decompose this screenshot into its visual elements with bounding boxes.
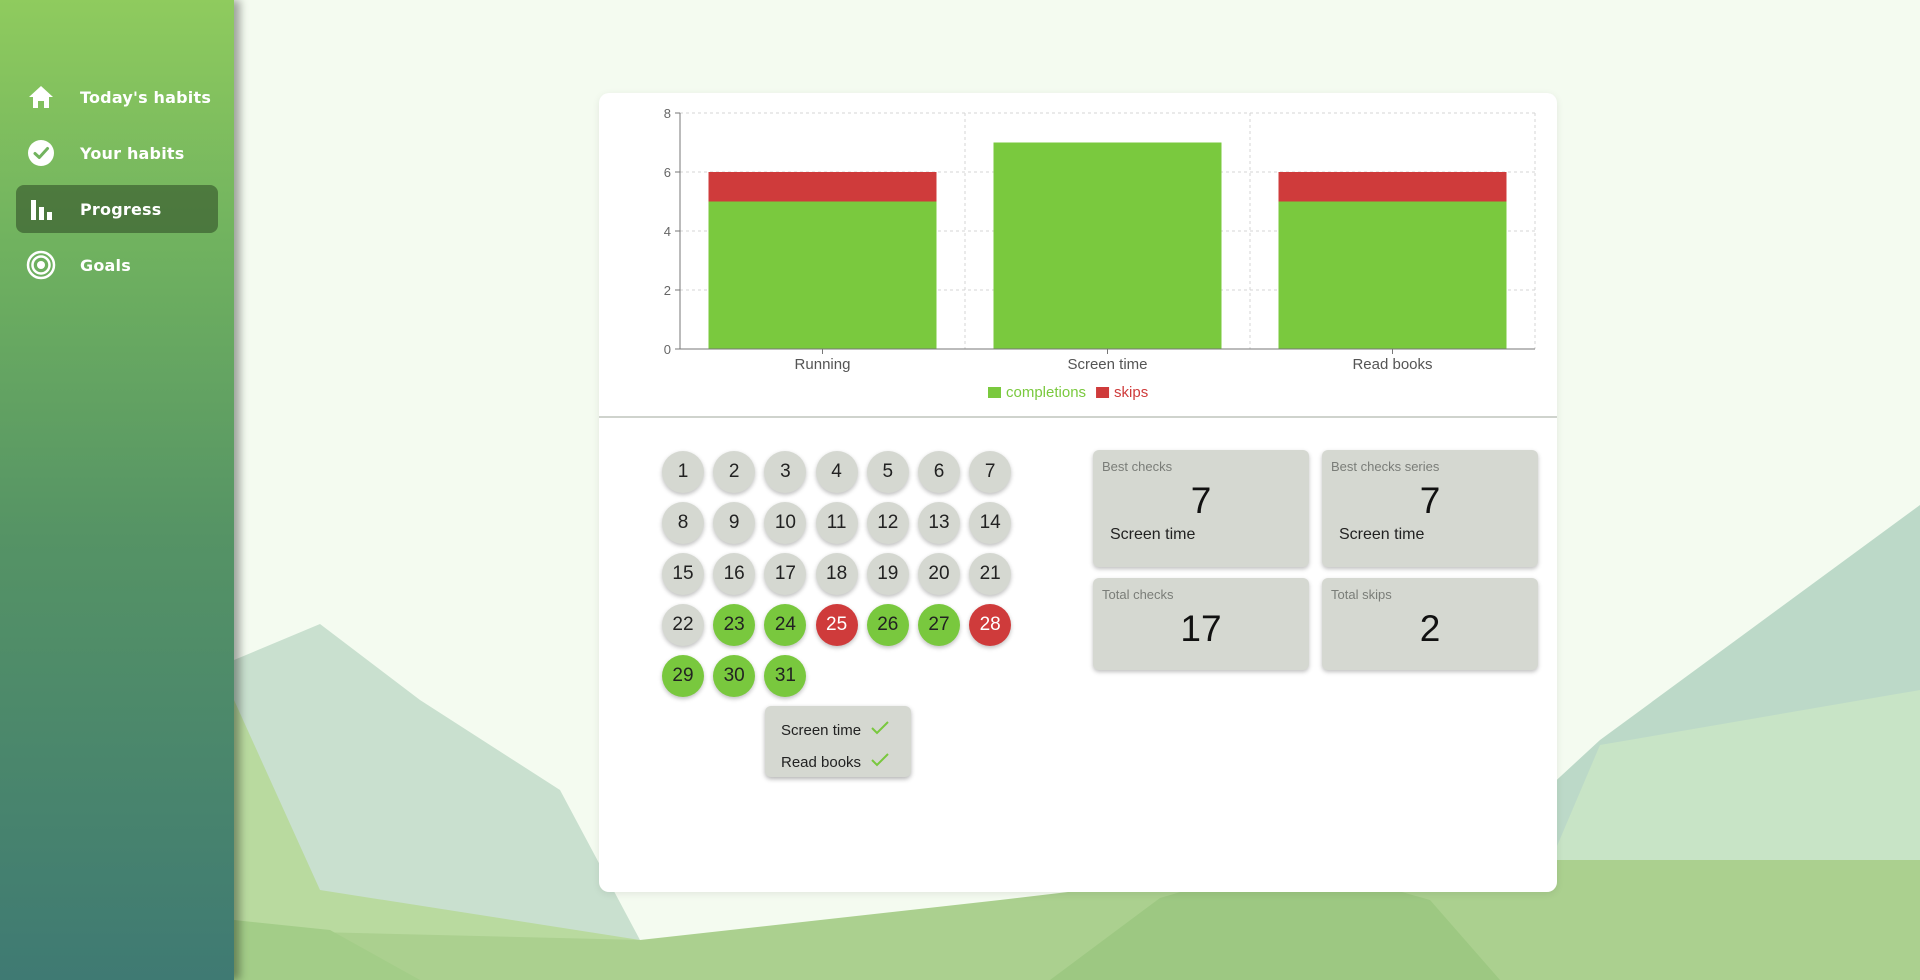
sidebar-item-todays-habits[interactable]: Today's habits (16, 73, 218, 121)
stat-value: 7 (1190, 480, 1212, 521)
x-tick-label: Read books (1352, 356, 1432, 373)
sidebar-item-label: Your habits (80, 143, 185, 163)
stat-value: 17 (1180, 608, 1222, 649)
bar-chart-icon (26, 194, 56, 224)
calendar-day[interactable]: 9 (713, 502, 756, 544)
calendar-day[interactable]: 21 (969, 553, 1012, 595)
calendar-day[interactable]: 2 (713, 451, 756, 493)
calendar-day[interactable]: 31 (764, 655, 807, 697)
calendar-day[interactable]: 1 (662, 451, 704, 493)
bar-completions (708, 201, 937, 349)
tooltip-row: Screen time (781, 714, 911, 746)
calendar-day[interactable]: 29 (662, 655, 704, 697)
day-tooltip: Screen time Read books (765, 706, 911, 777)
check-icon (871, 753, 889, 771)
calendar-day[interactable]: 13 (918, 502, 960, 544)
calendar-day[interactable]: 15 (662, 553, 704, 595)
tooltip-habit-name: Screen time (781, 721, 862, 739)
calendar-day[interactable]: 12 (866, 502, 909, 544)
sidebar-item-label: Progress (80, 199, 162, 219)
stat-habit-name: Screen time (1339, 526, 1425, 543)
stat-title: Total checks (1102, 587, 1174, 602)
sidebar: Today's habits Your habits Progress Goal… (0, 0, 234, 980)
sidebar-item-goals[interactable]: Goals (16, 241, 218, 289)
y-tick-label: 0 (664, 342, 671, 357)
legend-label-completions: completions (1006, 384, 1086, 401)
bar-skips (1278, 172, 1507, 202)
calendar-day[interactable]: 16 (713, 553, 756, 595)
calendar-day[interactable]: 8 (662, 502, 704, 544)
stat-total-checks: Total checks 17 (1093, 578, 1309, 670)
calendar-day[interactable]: 19 (866, 553, 909, 595)
stat-value: 2 (1419, 608, 1441, 649)
sidebar-item-your-habits[interactable]: Your habits (16, 129, 218, 177)
calendar-day[interactable]: 10 (764, 502, 807, 544)
calendar-day[interactable]: 26 (866, 604, 909, 646)
calendar-day[interactable]: 17 (764, 553, 807, 595)
stat-title: Total skips (1331, 587, 1392, 602)
tooltip-habit-name: Read books (781, 753, 862, 771)
tooltip-row: Read books (781, 746, 911, 778)
stat-best-checks: Best checks 7 Screen time (1093, 450, 1309, 567)
stat-total-skips: Total skips 2 (1322, 578, 1538, 670)
divider (599, 416, 1557, 418)
bar-completions (1278, 201, 1507, 349)
y-tick-label: 4 (664, 224, 671, 239)
progress-card: 0 2 4 6 8 Running Screen time Read books complet… (599, 93, 1557, 892)
y-tick-label: 2 (664, 283, 671, 298)
calendar-day[interactable]: 7 (969, 451, 1012, 493)
stat-best-checks-series: Best checks series 7 Screen time (1322, 450, 1538, 567)
x-tick-label: Running (795, 356, 851, 373)
stat-title: Best checks series (1331, 459, 1440, 474)
legend-swatch-skips (1096, 387, 1110, 398)
sidebar-item-progress[interactable]: Progress (16, 185, 218, 233)
calendar-day[interactable]: 4 (815, 451, 858, 493)
calendar-day[interactable]: 28 (969, 604, 1012, 646)
check-circle-icon (26, 138, 56, 168)
habits-bar-chart: 0 2 4 6 8 Running Screen time Read books complet… (664, 106, 1536, 401)
calendar-day[interactable]: 6 (918, 451, 960, 493)
stat-title: Best checks (1102, 459, 1173, 474)
sidebar-item-label: Today's habits (80, 87, 212, 107)
stat-value: 7 (1419, 480, 1441, 521)
home-icon (26, 82, 56, 112)
bar-completions (993, 142, 1222, 349)
legend-swatch-completions (988, 387, 1001, 398)
calendar-day[interactable]: 22 (662, 604, 704, 646)
calendar-day[interactable]: 24 (764, 604, 807, 646)
calendar-day[interactable]: 18 (815, 553, 858, 595)
habits-chart: 0 2 4 6 8 Running Screen time Read books complet… (599, 93, 1557, 417)
calendar-day[interactable]: 25 (815, 604, 858, 646)
calendar-day[interactable]: 3 (764, 451, 807, 493)
target-icon (26, 250, 56, 280)
calendar-day[interactable]: 14 (969, 502, 1012, 544)
stat-habit-name: Screen time (1110, 526, 1196, 543)
calendar-day[interactable]: 5 (866, 451, 909, 493)
bar-skips (708, 172, 937, 202)
calendar-day[interactable]: 30 (713, 655, 756, 697)
y-tick-label: 8 (664, 106, 671, 121)
legend-label-skips: skips (1114, 384, 1148, 401)
x-tick-label: Screen time (1067, 356, 1147, 373)
y-tick-label: 6 (664, 165, 671, 180)
calendar-day[interactable]: 20 (918, 553, 960, 595)
calendar-day[interactable]: 27 (918, 604, 960, 646)
calendar-day[interactable]: 11 (815, 502, 858, 544)
calendar-day[interactable]: 23 (713, 604, 756, 646)
sidebar-item-label: Goals (80, 255, 131, 275)
check-icon (871, 721, 889, 739)
